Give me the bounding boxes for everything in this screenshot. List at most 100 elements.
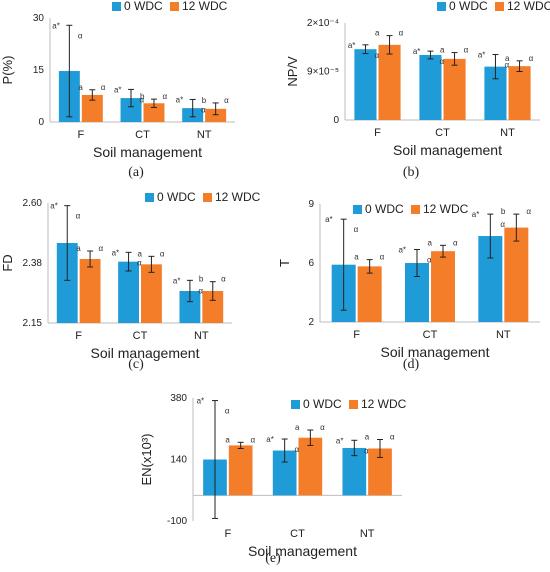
significance-letter: a: [76, 244, 81, 253]
legend-label: 0 WDC: [157, 190, 196, 204]
significance-greek: α: [224, 96, 229, 105]
legend-swatch: [112, 2, 121, 11]
significance-letter: a*: [398, 246, 406, 255]
y-axis-title: P(%): [0, 56, 15, 85]
x-axis-title: Soil management: [93, 144, 202, 160]
significance-letter: b: [199, 275, 204, 284]
bar-12-wdc-nt: [508, 66, 531, 120]
panel-caption: (e): [265, 551, 281, 566]
significance-greek: α: [201, 105, 206, 114]
y-tick-label: 0: [333, 115, 339, 126]
panel-caption: (c): [128, 357, 144, 372]
significance-letter: a*: [478, 51, 486, 60]
legend-swatch: [291, 400, 300, 409]
significance-greek: α: [399, 29, 404, 38]
significance-greek: α: [453, 238, 458, 247]
significance-letter: a*: [472, 210, 480, 219]
significance-greek: α: [320, 423, 325, 432]
y-axis-title: T: [277, 259, 292, 267]
significance-greek: α: [500, 220, 505, 229]
y-tick-label: 2.15: [23, 318, 43, 329]
legend-label: 12 WDC: [423, 202, 469, 216]
category-label: CT: [435, 127, 450, 139]
significance-letter: b: [202, 96, 207, 105]
bar-12-wdc-nt: [202, 291, 224, 323]
significance-letter: a*: [348, 41, 356, 50]
legend-label: 0 WDC: [124, 0, 163, 13]
significance-greek: α: [364, 446, 369, 455]
bar-12-wdc-f: [378, 44, 401, 121]
significance-greek: α: [390, 433, 395, 442]
significance-greek: α: [78, 31, 83, 40]
y-tick-label: 15: [33, 65, 45, 76]
category-label: F: [353, 329, 360, 341]
x-axis-title: Soil management: [91, 345, 200, 361]
significance-greek: α: [464, 46, 469, 55]
bar-12-wdc-f: [357, 266, 382, 322]
category-label: F: [224, 528, 231, 540]
legend-swatch: [170, 2, 179, 11]
significance-greek: α: [529, 54, 534, 63]
category-label: NT: [197, 129, 212, 141]
significance-greek: α: [160, 249, 165, 258]
y-axis-title: FD: [0, 254, 15, 271]
significance-greek: α: [251, 435, 256, 444]
panel-caption: (a): [128, 165, 144, 180]
legend-label: 0 WDC: [365, 202, 404, 216]
significance-greek: α: [225, 407, 230, 416]
significance-letter: a: [375, 29, 380, 38]
y-tick-label: 2.60: [23, 198, 43, 209]
significance-letter: a*: [173, 276, 181, 285]
significance-greek: α: [505, 61, 510, 70]
x-axis-title: Soil management: [248, 543, 357, 559]
legend-swatch: [437, 2, 446, 11]
bar-12-wdc-ct: [141, 264, 162, 323]
legend-swatch: [145, 193, 154, 202]
bar-12-wdc-ct: [431, 251, 455, 322]
significance-letter: b: [501, 207, 506, 216]
x-axis-title: Soil management: [381, 344, 490, 360]
y-tick-label: 30: [33, 13, 45, 24]
bar-12-wdc-ct: [443, 58, 466, 120]
significance-greek: α: [375, 51, 380, 60]
significance-greek: α: [162, 92, 167, 101]
legend-swatch: [411, 205, 420, 214]
y-tick-label: 6: [308, 258, 314, 269]
significance-greek: α: [526, 207, 531, 216]
y-tick-label: 140: [170, 455, 187, 466]
bar-0-wdc-ct: [419, 55, 442, 121]
legend-label: 12 WDC: [507, 0, 550, 13]
bar-0-wdc-ct: [118, 261, 139, 323]
bar-12-wdc-nt: [205, 108, 227, 122]
significance-letter: a*: [325, 215, 333, 224]
significance-letter: a*: [176, 95, 184, 104]
y-tick-label: 2: [308, 317, 314, 328]
significance-greek: α: [380, 253, 385, 262]
y-axis-title: EN(x10³): [139, 433, 154, 485]
significance-letter: a: [225, 435, 230, 444]
significance-letter: a: [138, 249, 143, 258]
significance-letter: a*: [413, 47, 421, 56]
bar-12-wdc-ct: [298, 437, 323, 496]
category-label: CT: [290, 528, 305, 540]
y-tick-label: 2×10⁻⁴: [307, 18, 339, 29]
significance-letter: a*: [52, 21, 60, 30]
legend-label: 0 WDC: [449, 0, 488, 13]
category-label: NT: [496, 329, 511, 341]
significance-letter: a*: [114, 85, 122, 94]
bar-0-wdc-nt: [484, 66, 507, 120]
bar-12-wdc-f: [79, 259, 101, 323]
category-label: F: [75, 330, 82, 342]
bar-0-wdc-ct: [120, 98, 142, 122]
y-tick-label: 2.38: [23, 258, 43, 269]
y-tick-label: -100: [167, 516, 187, 527]
category-label: CT: [423, 329, 438, 341]
significance-letter: a*: [112, 248, 120, 257]
significance-letter: a: [78, 83, 83, 92]
significance-greek: α: [140, 95, 145, 104]
significance-greek: α: [440, 57, 445, 66]
